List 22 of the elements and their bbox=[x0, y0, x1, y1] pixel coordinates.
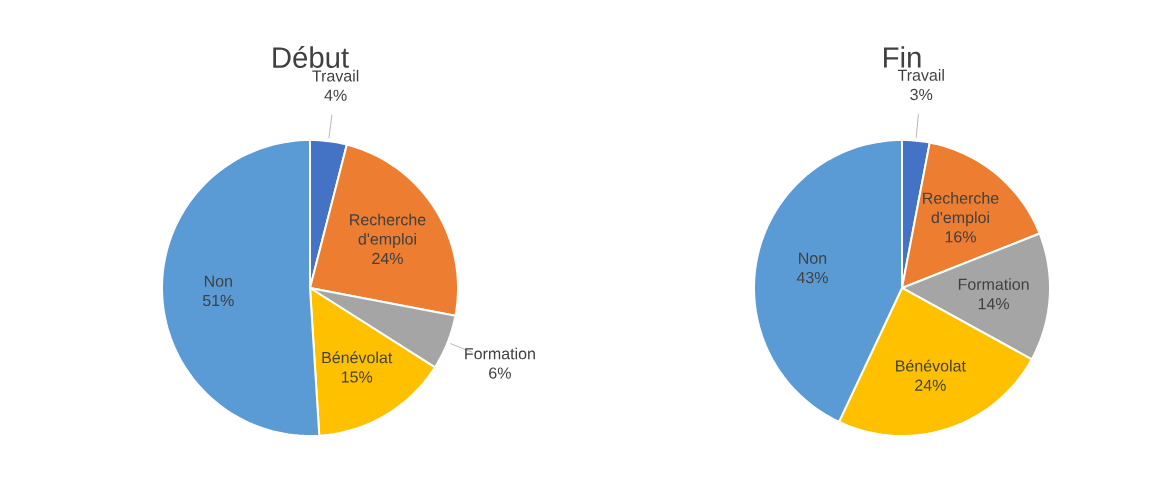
slice-label: Recherche d'emploi bbox=[350, 213, 426, 248]
slice-label: Bénévolat bbox=[896, 359, 966, 372]
slice-label: Non bbox=[204, 275, 232, 287]
data-label: 15% bbox=[341, 371, 373, 383]
data-label: 51% bbox=[202, 294, 234, 307]
data-label: 14% bbox=[978, 298, 1010, 310]
slice-label: Recherche d'emploi bbox=[923, 192, 999, 227]
data-label: 43% bbox=[796, 271, 828, 284]
slice-label: Bénévolat bbox=[322, 351, 393, 364]
data-label: 24% bbox=[915, 379, 946, 391]
chart-title: Début bbox=[273, 46, 349, 68]
slice-label: Travail bbox=[897, 69, 944, 81]
data-label: 6% bbox=[489, 367, 511, 379]
slice-label: Formation bbox=[958, 278, 1029, 290]
slice-label: Formation bbox=[465, 347, 535, 360]
data-label: 4% bbox=[324, 89, 347, 101]
slice-label: Travail bbox=[312, 69, 359, 82]
data-label: 16% bbox=[945, 231, 976, 243]
data-label: 3% bbox=[910, 88, 933, 101]
chart-title: Fin bbox=[884, 46, 921, 68]
slice-label: Non bbox=[799, 252, 827, 264]
data-label: 24% bbox=[372, 252, 403, 264]
